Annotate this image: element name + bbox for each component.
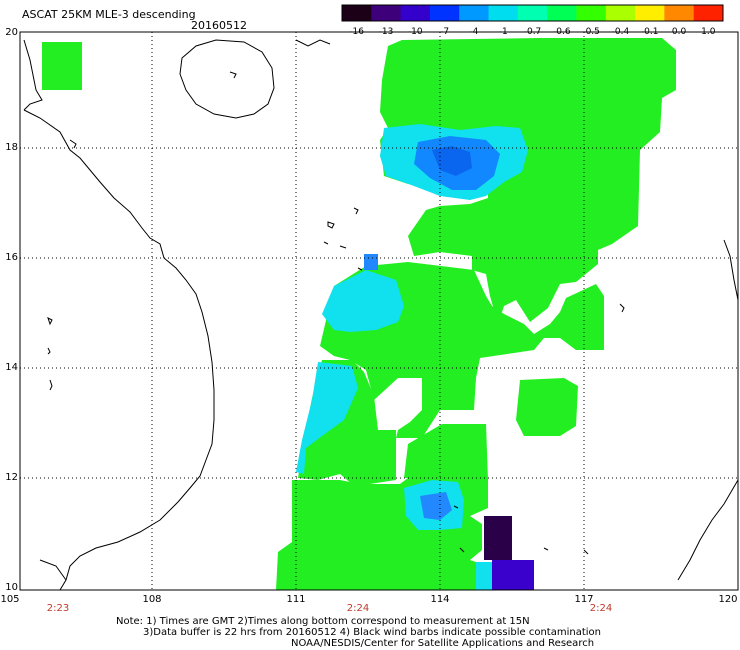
lon-label-120: 120 (718, 594, 738, 605)
note-line-3: NOAA/NESDIS/Center for Satellite Applica… (291, 638, 595, 649)
coastlines (23, 39, 739, 591)
colorbar-block (693, 5, 724, 21)
lat-label-20: 20 (5, 27, 18, 38)
colorbar-block (605, 5, 636, 21)
swath-midsouth (404, 424, 488, 482)
map-frame (19, 31, 739, 591)
note-line-2: 3)Data buffer is 22 hrs from 20160512 4)… (143, 627, 601, 638)
coast-palawan (677, 479, 739, 581)
coast-vietnam (23, 109, 215, 591)
time-label-1: 2:23 (46, 603, 70, 614)
lat-label-18: 18 (5, 142, 18, 153)
islands (47, 71, 625, 555)
map-title: ASCAT 25KM MLE-3 descending (22, 8, 196, 21)
lat-label-12: 12 (5, 472, 18, 483)
coast-hainan (179, 39, 275, 119)
lat-label-14: 14 (5, 362, 18, 373)
coast-cambodia (39, 559, 67, 581)
swath-north (380, 38, 676, 324)
colorbar-blocks (342, 5, 724, 21)
wind-data-swath (42, 38, 676, 590)
colorbar-block (547, 5, 577, 21)
lon-label-108: 108 (142, 594, 162, 605)
colorbar-block (342, 5, 372, 21)
lon-label-105: 105 (0, 594, 20, 605)
coast-guangdong (295, 39, 331, 47)
lon-label-114: 114 (430, 594, 450, 605)
lat-label-10: 10 (5, 582, 18, 593)
swath-south-deep (484, 516, 512, 560)
swath-south-violet (492, 560, 534, 590)
colorbar-block (635, 5, 665, 21)
swath-nw-block (42, 42, 82, 90)
swath-south-blue (420, 492, 452, 520)
colorbar (341, 4, 724, 22)
colorbar-block (429, 5, 460, 21)
colorbar-block (400, 5, 431, 21)
lon-label-111: 111 (286, 594, 306, 605)
coast-china (23, 39, 43, 111)
time-label-2: 2:24 (346, 603, 370, 614)
swath-east (516, 378, 578, 436)
lat-lon-grid (20, 32, 738, 590)
swath-middle-blue (364, 254, 378, 270)
time-label-3: 2:24 (589, 603, 613, 614)
colorbar-block (576, 5, 607, 21)
swath-middle-cyan (322, 270, 404, 332)
swath-south-cyan-edge (476, 562, 492, 590)
map-date: 20160512 (191, 19, 247, 32)
colorbar-block (459, 5, 490, 21)
colorbar-block (517, 5, 548, 21)
colorbar-block (664, 5, 695, 21)
swath-west-cyan (296, 362, 358, 474)
lon-label-117: 117 (574, 594, 594, 605)
swath-north-deepblue (432, 146, 472, 176)
coast-luzon (723, 239, 739, 301)
colorbar-block (371, 5, 402, 21)
colorbar-block (488, 5, 519, 21)
lat-label-16: 16 (5, 252, 18, 263)
note-line-1: Note: 1) Times are GMT 2)Times along bot… (116, 616, 530, 627)
